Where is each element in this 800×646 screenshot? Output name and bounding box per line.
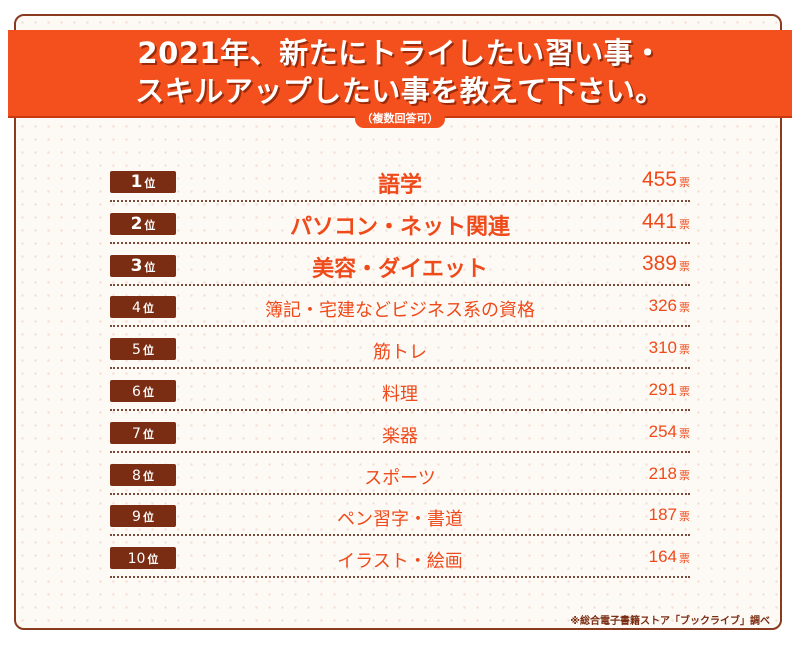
rank-unit: 位 [144,219,156,232]
ranking-row: 9 位 ペン習字・書道 187 票 [110,502,690,532]
ranking-row: 8 位 スポーツ 218 票 [110,461,690,491]
vote-unit: 票 [679,261,690,273]
rank-unit: 位 [142,302,154,315]
rank-unit: 位 [144,261,156,274]
row-divider [110,576,690,578]
category-label: 料理 [382,384,418,405]
rank-number: 5 [132,342,141,358]
vote-value: 291 [648,380,677,399]
vote-value: 187 [648,505,677,524]
rank-number: 6 [132,384,141,400]
title-banner [8,30,792,116]
ranking-row: 1 位 語学 455 票 [110,168,690,198]
vote-value: 254 [648,422,677,441]
category-label: スポーツ [364,468,436,489]
source-note: ※総合電子書籍ストア「ブックライブ」調べ [570,616,770,627]
vote-count: 254 票 [649,422,690,442]
vote-unit: 票 [679,302,690,314]
vote-value: 441 [641,210,677,233]
vote-value: 455 [641,168,677,191]
vote-unit: 票 [679,428,690,440]
vote-count: 291 票 [649,380,690,400]
title-line-1: 2021年、新たにトライしたい習い事・ [137,36,663,70]
row-divider [110,242,690,244]
category-label: 美容・ダイエット [312,257,488,282]
rank-unit: 位 [142,428,154,441]
chart-title: 2021年、新たにトライしたい習い事・ スキルアップしたい事を教えて下さい。 [8,34,792,110]
rank-number: 4 [132,300,141,316]
row-divider [110,451,690,453]
ranking-row: 7 位 楽器 254 票 [110,419,690,449]
vote-count: 218 票 [649,464,690,484]
category-label: 簿記・宅建などビジネス系の資格 [265,300,535,321]
multiple-answer-note: （複数回答可） [355,110,445,128]
vote-unit: 票 [679,553,690,565]
vote-unit: 票 [679,344,690,356]
rank-number: 8 [132,468,141,484]
ranking-row: 2 位 パソコン・ネット関連 441 票 [110,210,690,240]
row-divider [110,200,690,202]
vote-value: 310 [648,338,677,357]
rank-number: 10 [127,551,146,567]
category-label: 筋トレ [373,342,427,363]
category-label: 語学 [377,173,422,198]
rank-number: 1 [130,172,143,192]
vote-value: 164 [648,547,677,566]
rank-unit: 位 [142,344,154,357]
ranking-row: 6 位 料理 291 票 [110,377,690,407]
rank-unit: 位 [142,386,154,399]
ranking-row: 10 位 イラスト・絵画 164 票 [110,544,690,574]
title-line-2: スキルアップしたい事を教えて下さい。 [135,74,665,108]
vote-count: 326 票 [649,296,690,316]
row-divider [110,325,690,327]
rank-unit: 位 [142,511,154,524]
vote-count: 310 票 [649,338,690,358]
row-divider [110,409,690,411]
rank-unit: 位 [144,177,156,190]
vote-count: 455 票 [642,168,690,192]
vote-unit: 票 [679,386,690,398]
rank-number: 3 [130,256,143,276]
row-divider [110,534,690,536]
ranking-row: 5 位 筋トレ 310 票 [110,335,690,365]
vote-value: 389 [641,252,677,275]
ranking-row: 3 位 美容・ダイエット 389 票 [110,252,690,282]
rank-number: 9 [132,509,141,525]
vote-count: 187 票 [649,505,690,525]
category-label: 楽器 [382,426,418,447]
rank-unit: 位 [142,470,154,483]
vote-count: 441 票 [642,210,690,234]
vote-unit: 票 [679,470,690,482]
row-divider [110,367,690,369]
rank-number: 7 [132,426,141,442]
vote-count: 164 票 [649,547,690,567]
vote-unit: 票 [679,219,690,231]
vote-value: 218 [648,464,677,483]
vote-count: 389 票 [642,252,690,276]
row-divider [110,493,690,495]
rank-number: 2 [130,214,143,234]
rank-badge: 10 位 [110,547,176,569]
vote-value: 326 [648,296,677,315]
ranking-row: 4 位 簿記・宅建などビジネス系の資格 326 票 [110,293,690,323]
vote-unit: 票 [679,177,690,189]
category-label: ペン習字・書道 [337,509,463,530]
vote-unit: 票 [679,511,690,523]
row-divider [110,284,690,286]
category-label: イラスト・絵画 [337,551,463,572]
category-label: パソコン・ネット関連 [289,215,510,240]
rank-unit: 位 [147,553,159,566]
